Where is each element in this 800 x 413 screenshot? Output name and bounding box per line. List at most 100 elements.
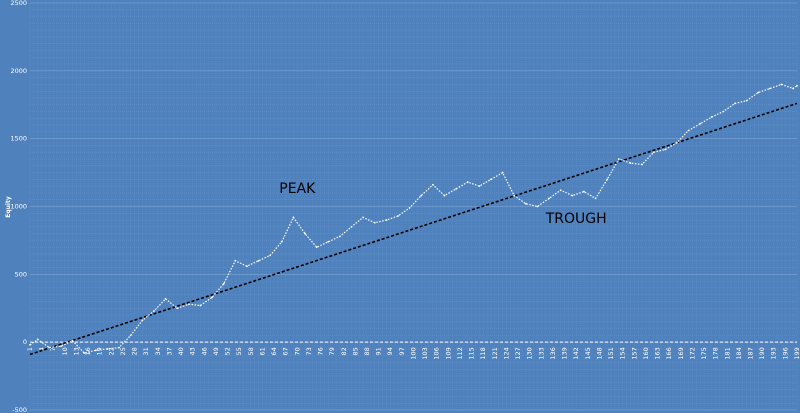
x-tick-label: 40: [177, 347, 185, 355]
x-tick-label: 199: [793, 347, 800, 359]
x-tick-label: 193: [770, 347, 778, 359]
x-tick-label: 91: [375, 347, 383, 355]
equity-point: [594, 197, 597, 200]
x-tick-label: 85: [351, 347, 359, 355]
x-tick-label: 178: [712, 347, 720, 359]
equity-point: [617, 158, 620, 160]
x-tick-label: 187: [747, 347, 755, 359]
equity-point: [664, 148, 667, 151]
equity-point: [606, 178, 609, 181]
chart-annotations: PEAK TROUGH: [279, 181, 606, 227]
equity-point: [536, 205, 539, 208]
x-tick-label: 52: [224, 347, 232, 355]
x-tick-label: 4: [38, 347, 46, 351]
equity-point: [83, 352, 86, 354]
x-tick-label: 190: [758, 347, 766, 359]
x-tick-label: 37: [165, 347, 173, 355]
x-tick-label: 127: [514, 347, 522, 359]
equity-point: [362, 216, 365, 219]
x-tick-label: 121: [491, 347, 499, 359]
x-tick-label: 31: [142, 347, 150, 355]
x-tick-label: 151: [607, 347, 615, 359]
equity-series: [29, 83, 798, 354]
equity-point: [408, 206, 411, 209]
x-tick-label: 196: [781, 347, 789, 359]
equity-point: [338, 235, 341, 238]
equity-point: [60, 345, 62, 348]
equity-point: [246, 265, 248, 268]
equity-point: [373, 221, 376, 224]
equity-point: [304, 232, 306, 235]
equity-point: [350, 225, 353, 228]
x-tick-label: 112: [456, 347, 464, 359]
equity-point: [722, 110, 725, 113]
equity-point: [222, 282, 225, 285]
x-tick-label: 94: [386, 347, 394, 355]
x-tick-label: 139: [561, 347, 569, 359]
x-tick-label: 169: [677, 347, 685, 359]
x-tick-label: 79: [328, 347, 336, 355]
equity-point: [466, 181, 469, 183]
x-tick-label: 16: [84, 347, 92, 355]
equity-point: [548, 197, 550, 200]
equity-point: [118, 346, 120, 349]
equity-point: [176, 307, 179, 310]
equity-point: [397, 215, 399, 217]
equity-point: [443, 194, 446, 197]
equity-point: [757, 91, 760, 94]
y-tick-label: 1000: [10, 203, 27, 211]
equity-point: [29, 343, 31, 346]
x-tick-label: 172: [688, 347, 696, 359]
x-tick-label: 181: [723, 347, 731, 359]
x-tick-label: 97: [398, 347, 406, 355]
trough-annotation: TROUGH: [545, 211, 607, 227]
y-axis-label: Equity: [5, 196, 12, 218]
equity-point: [652, 151, 655, 154]
x-tick-label: 148: [595, 347, 603, 359]
equity-point: [513, 194, 516, 197]
equity-point: [292, 216, 295, 219]
x-tick-label: 34: [154, 347, 162, 355]
x-tick-label: 82: [340, 347, 348, 355]
equity-point: [478, 185, 481, 188]
y-tick-label: 500: [15, 270, 27, 278]
x-axis-tick-labels: 1 4 7 10 13 16 19 22 25 28 31 34 37 40 43 46 49 52 55 58 61 6…: [26, 347, 800, 359]
x-tick-label: 103: [421, 347, 429, 359]
x-tick-label: 22: [107, 347, 115, 355]
x-tick-label: 124: [502, 347, 510, 359]
x-tick-label: 100: [410, 347, 418, 359]
x-tick-label: 163: [654, 347, 662, 359]
x-tick-label: 55: [235, 347, 243, 355]
y-tick-label: 2000: [10, 67, 27, 75]
x-tick-label: 175: [700, 347, 708, 359]
x-tick-label: 184: [735, 347, 743, 359]
x-tick-label: 106: [433, 347, 441, 359]
x-tick-label: 10: [61, 347, 69, 355]
equity-point: [796, 84, 798, 87]
equity-point: [269, 254, 272, 257]
equity-point: [106, 348, 109, 350]
x-tick-label: 7: [49, 347, 57, 351]
equity-point: [571, 194, 574, 197]
equity-line: [29, 83, 798, 354]
x-tick-label: 49: [212, 347, 220, 355]
x-tick-label: 61: [258, 347, 266, 355]
equity-point: [153, 310, 155, 312]
x-tick-label: 25: [119, 347, 127, 355]
x-tick-label: 67: [282, 347, 290, 355]
x-tick-label: 76: [317, 347, 325, 355]
equity-point: [455, 187, 458, 190]
equity-point: [327, 240, 330, 243]
equity-point: [676, 141, 678, 144]
x-tick-label: 28: [131, 347, 139, 355]
equity-point: [641, 163, 643, 166]
equity-point: [734, 102, 736, 105]
y-tick-label: 2500: [10, 0, 27, 7]
equity-point: [745, 99, 748, 102]
x-tick-label: 154: [619, 347, 627, 359]
x-tick-label: 136: [549, 347, 557, 359]
x-tick-label: 142: [572, 347, 580, 359]
equity-point: [710, 116, 713, 118]
equity-point: [699, 122, 702, 125]
